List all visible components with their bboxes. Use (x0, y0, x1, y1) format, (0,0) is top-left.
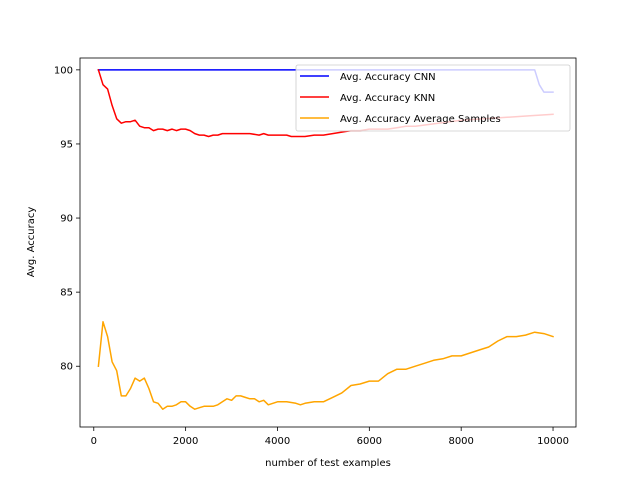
y-tick-label: 85 (60, 288, 73, 299)
y-tick-label: 100 (54, 65, 73, 76)
x-tick-label: 10000 (537, 436, 569, 447)
y-axis-title: Avg. Accuracy (26, 207, 37, 278)
x-axis: 0 2000 4000 6000 8000 10000 (91, 427, 569, 447)
series-line-average-samples (97, 321, 554, 410)
axes-frame (79, 57, 577, 428)
y-tick-label: 95 (60, 139, 73, 150)
x-tick-label: 8000 (448, 436, 473, 447)
legend-label-average-samples: Avg. Accuracy Average Samples (340, 114, 501, 125)
x-tick-label: 4000 (265, 436, 290, 447)
x-tick-label: 0 (91, 436, 97, 447)
x-tick-label: 2000 (173, 436, 198, 447)
y-tick-label: 80 (60, 362, 73, 373)
y-tick-label: 90 (60, 214, 73, 225)
legend-label-knn: Avg. Accuracy KNN (340, 93, 435, 104)
x-axis-title: number of test examples (265, 458, 391, 469)
legend: Avg. Accuracy CNN Avg. Accuracy KNN Avg.… (295, 64, 571, 132)
legend-box (295, 64, 571, 132)
y-axis: 80 85 90 95 100 (54, 65, 80, 373)
legend-label-cnn: Avg. Accuracy CNN (340, 72, 436, 83)
x-tick-label: 6000 (357, 436, 382, 447)
